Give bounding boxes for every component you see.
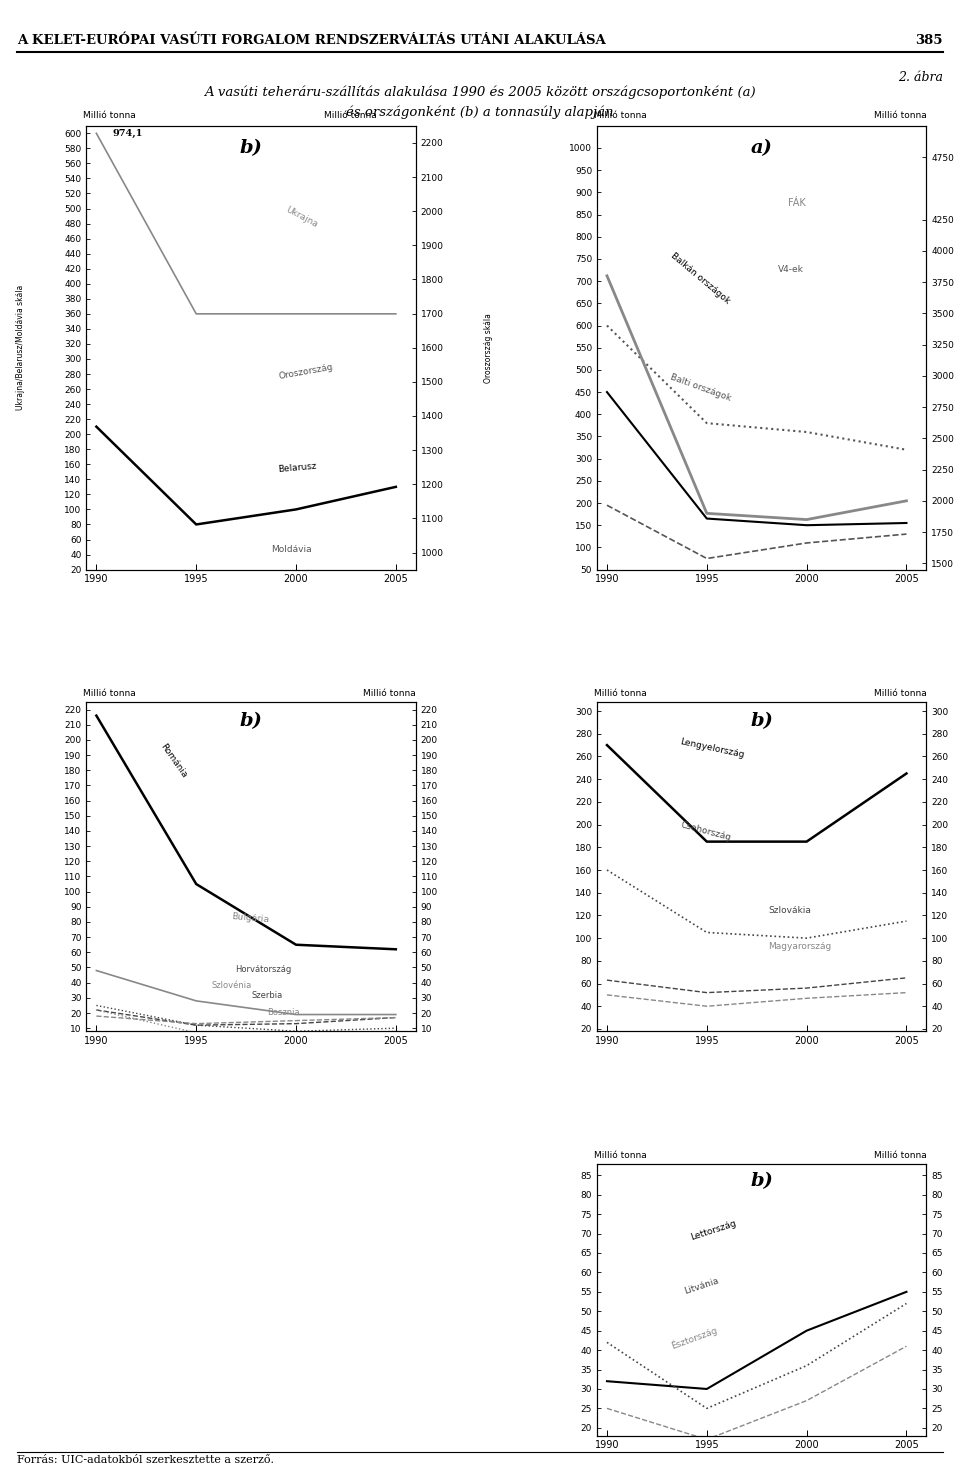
Text: Belarusz: Belarusz <box>277 462 317 474</box>
Text: és országonként (b) a tonnasúly alapján: és országonként (b) a tonnasúly alapján <box>347 105 613 118</box>
Text: Szlovénia: Szlovénia <box>211 981 252 990</box>
Text: 974,1: 974,1 <box>112 129 143 138</box>
Text: Millió tonna: Millió tonna <box>363 690 416 699</box>
Text: A KELET-EURÓPAI VASÚTI FORGALOM RENDSZERVÁLTÁS UTÁNI ALAKULÁSA: A KELET-EURÓPAI VASÚTI FORGALOM RENDSZER… <box>17 34 606 47</box>
Text: Millió tonna: Millió tonna <box>874 1151 926 1160</box>
Text: FÁK: FÁK <box>788 198 805 207</box>
Text: Millió tonna: Millió tonna <box>324 111 376 120</box>
Text: Lettország: Lettország <box>689 1218 737 1242</box>
Text: a): a) <box>751 139 773 157</box>
Text: Szlovákia: Szlovákia <box>768 906 811 915</box>
Text: Millió tonna: Millió tonna <box>874 690 926 699</box>
Text: Horvátország: Horvátország <box>234 965 291 974</box>
Text: Csehország: Csehország <box>680 820 732 842</box>
Text: b): b) <box>240 139 262 157</box>
Text: Bosznia: Bosznia <box>268 1008 300 1017</box>
Text: 385: 385 <box>915 34 943 47</box>
Text: Balkán országok: Balkán országok <box>669 250 732 305</box>
Text: Észtország: Észtország <box>669 1325 719 1351</box>
Text: Szerbia: Szerbia <box>252 992 282 1000</box>
Text: Millió tonna: Millió tonna <box>593 690 646 699</box>
Text: Litvánia: Litvánia <box>683 1276 720 1296</box>
Text: Millió tonna: Millió tonna <box>874 111 926 120</box>
Text: V4-ek: V4-ek <box>779 265 804 274</box>
Text: Bulgária: Bulgária <box>231 912 270 925</box>
Text: Ukrajna: Ukrajna <box>284 206 319 229</box>
Text: Balti országok: Balti országok <box>669 373 732 403</box>
Text: Magyarország: Magyarország <box>768 941 831 952</box>
Text: Millió tonna: Millió tonna <box>593 1151 646 1160</box>
Text: Millió tonna: Millió tonna <box>84 111 136 120</box>
Text: Ukrajna/Belarusz/Moldávia skála: Ukrajna/Belarusz/Moldávia skála <box>16 286 25 410</box>
Text: b): b) <box>240 712 262 730</box>
Text: 2. ábra: 2. ábra <box>898 71 943 84</box>
Text: Oroszország: Oroszország <box>277 363 333 380</box>
Text: A vasúti teheráru-szállítás alakulása 1990 és 2005 között országcsoportonként (a: A vasúti teheráru-szállítás alakulása 19… <box>204 86 756 99</box>
Text: Moldávia: Moldávia <box>271 545 311 554</box>
Text: b): b) <box>751 1172 773 1190</box>
Text: Forrás: UIC-adatokból szerkesztette a szerző.: Forrás: UIC-adatokból szerkesztette a sz… <box>17 1455 275 1465</box>
Text: Lengyelország: Lengyelország <box>680 737 745 759</box>
Text: Oroszország skála: Oroszország skála <box>484 312 492 383</box>
Text: b): b) <box>751 712 773 730</box>
Text: Románia: Románia <box>158 741 189 780</box>
Text: Millió tonna: Millió tonna <box>593 111 646 120</box>
Text: Millió tonna: Millió tonna <box>84 690 136 699</box>
